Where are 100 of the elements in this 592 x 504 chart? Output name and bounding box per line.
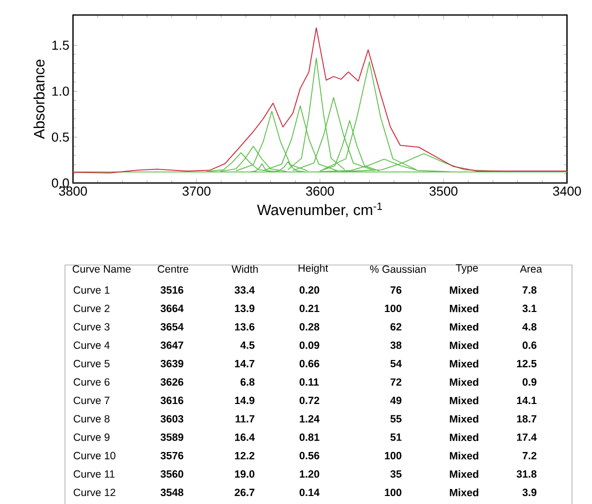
text: 0.28 xyxy=(300,323,320,331)
text: 0.09 xyxy=(300,341,320,349)
text: 14.1 xyxy=(517,396,536,404)
text: Type xyxy=(456,264,478,274)
y-tick-label: 1.0 xyxy=(52,86,69,96)
text: 0.11 xyxy=(300,378,319,386)
text: 3560 xyxy=(160,470,184,478)
text: 13.9 xyxy=(235,304,254,312)
text: 0.72 xyxy=(300,396,320,404)
text: 4.5 xyxy=(240,342,254,349)
text: 3626 xyxy=(160,378,184,386)
text: Curve 10 xyxy=(74,452,116,460)
text: Mixed xyxy=(450,360,478,368)
text: Mixed xyxy=(450,304,478,312)
text: Mixed xyxy=(450,286,478,294)
text: Area xyxy=(520,265,542,273)
text: 3603 xyxy=(160,415,184,423)
text: Curve 8 xyxy=(74,415,110,423)
text: 54 xyxy=(390,360,402,368)
text: 3548 xyxy=(160,488,184,496)
text: 18.7 xyxy=(517,415,536,423)
text: 12.2 xyxy=(235,452,254,460)
text: 0.9 xyxy=(522,378,536,386)
text: Curve 2 xyxy=(74,304,110,312)
text: 0.20 xyxy=(300,286,320,294)
text: 26.7 xyxy=(234,488,254,496)
text: 12.5 xyxy=(517,360,536,368)
text: Curve 7 xyxy=(74,396,110,404)
text: 0.81 xyxy=(300,433,320,441)
text: 33.4 xyxy=(234,286,255,294)
text: 100 xyxy=(384,304,402,312)
text: Mixed xyxy=(450,470,478,478)
text: 0.21 xyxy=(300,304,320,312)
x-tick-label: 3500 xyxy=(430,186,458,196)
text: Centre xyxy=(158,265,188,273)
y-axis-title: Absorbance xyxy=(34,60,45,139)
text: Mixed xyxy=(450,414,478,423)
text: 7.2 xyxy=(522,452,536,460)
text: 3.1 xyxy=(522,304,536,312)
text: Curve 3 xyxy=(74,323,110,331)
text: 35 xyxy=(390,470,402,478)
x-tick-label: 3600 xyxy=(306,186,334,196)
text: Curve 4 xyxy=(74,341,110,349)
text: % Gaussian xyxy=(370,265,426,273)
x-tick-label: 3800 xyxy=(59,186,87,196)
y-tick-label: 0.5 xyxy=(52,132,69,142)
text: 19.0 xyxy=(235,470,254,478)
text: Mixed xyxy=(450,322,478,331)
text: Mixed xyxy=(450,378,478,386)
y-tick-label: 1.5 xyxy=(52,40,69,50)
text: 3616 xyxy=(160,396,184,404)
text: 16.4 xyxy=(235,433,255,441)
text: 72 xyxy=(390,378,402,386)
text: Mixed xyxy=(450,396,478,404)
text: Curve 5 xyxy=(74,360,110,368)
text: 14.7 xyxy=(235,360,254,368)
text: 100 xyxy=(384,452,402,460)
text: Mixed xyxy=(450,488,478,496)
text: 0.6 xyxy=(522,341,536,349)
text: 76 xyxy=(390,286,402,294)
text: 3647 xyxy=(160,341,184,349)
text: 62 xyxy=(390,323,402,331)
text: 3589 xyxy=(160,433,184,441)
text: 49 xyxy=(390,396,402,404)
text: 0.14 xyxy=(300,488,320,496)
text: 100 xyxy=(384,488,402,496)
x-axis-title: Wavenumber, cm$^{-1}$ xyxy=(257,202,382,217)
text: 51 xyxy=(390,434,402,441)
text: Width xyxy=(232,265,258,273)
text: 3664 xyxy=(160,304,184,312)
text: 0.66 xyxy=(300,360,320,368)
text: 4.8 xyxy=(522,323,536,331)
text: 6.8 xyxy=(240,378,254,386)
text: 55 xyxy=(390,415,402,422)
y-tick-label: 0.0 xyxy=(52,178,69,188)
text: 3639 xyxy=(160,360,184,368)
text: 0.56 xyxy=(300,452,320,460)
text: 38 xyxy=(390,341,402,349)
text: Curve Name xyxy=(72,265,131,273)
text: Mixed xyxy=(450,433,478,442)
text: Mixed xyxy=(450,452,478,460)
text: 31.8 xyxy=(516,470,536,478)
text: Curve 9 xyxy=(74,433,110,441)
text: Curve 6 xyxy=(74,378,110,386)
text: 3654 xyxy=(160,323,184,331)
text: Curve 1 xyxy=(74,286,110,294)
text: Curve 12 xyxy=(74,488,116,496)
text: Mixed xyxy=(450,341,478,350)
text: Height xyxy=(298,264,328,274)
text: 14.9 xyxy=(235,396,254,404)
x-tick-label: 3700 xyxy=(182,186,210,196)
text: 1.24 xyxy=(300,415,320,422)
text: 11.7 xyxy=(236,415,254,422)
text: 17.4 xyxy=(517,434,537,441)
x-tick-label: 3400 xyxy=(553,186,581,196)
text: 3516 xyxy=(160,286,184,294)
text: 7.8 xyxy=(522,286,536,294)
text: 13.6 xyxy=(235,323,254,331)
text: 3576 xyxy=(160,452,184,460)
text: 1.20 xyxy=(300,470,320,478)
